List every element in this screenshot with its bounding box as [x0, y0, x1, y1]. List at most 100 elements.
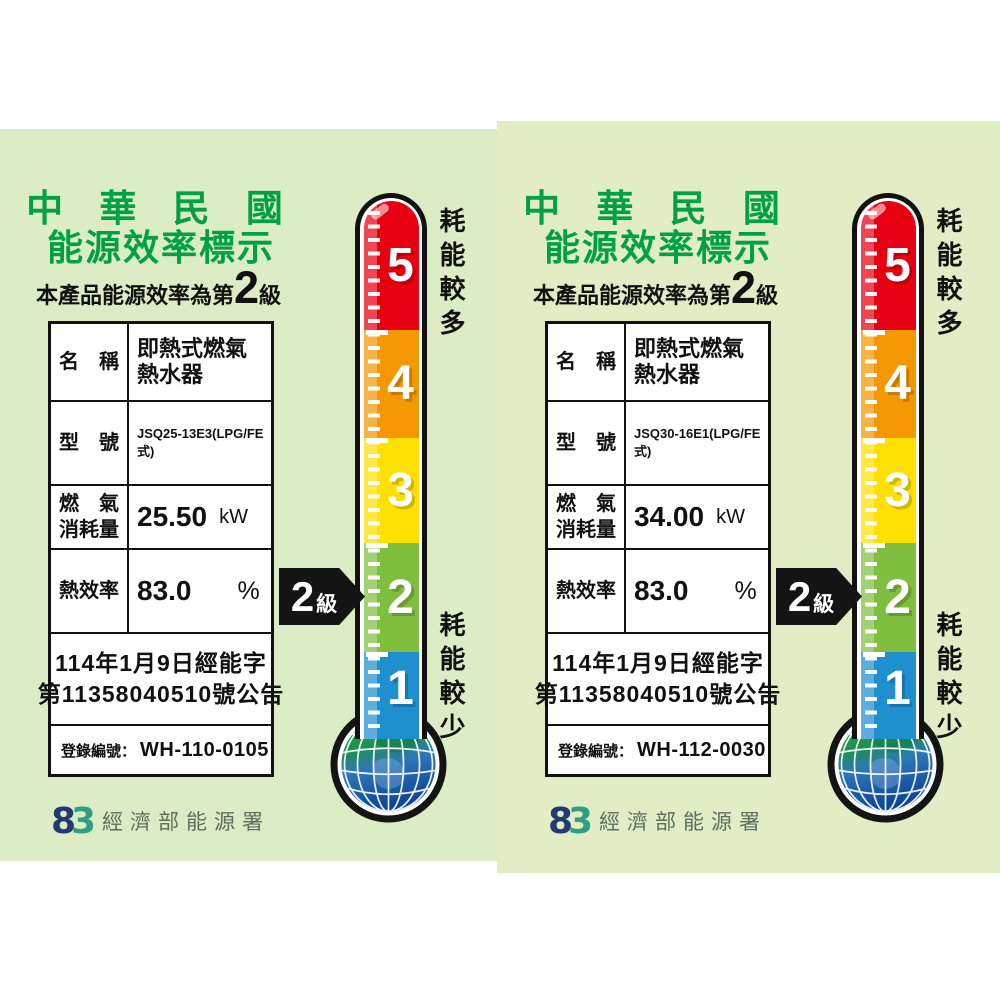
- name-value-line1: 即熱式燃氣: [634, 335, 745, 361]
- efficiency-grade-statement: 本產品能源效率為第2級: [533, 265, 778, 310]
- name-value-line2: 熱水器: [634, 362, 701, 387]
- level-5-number: 5: [387, 238, 414, 292]
- arrow-grade-suffix: 級: [813, 592, 835, 616]
- registration: 登錄編號： WH-112-0030: [548, 726, 768, 774]
- arrow-grade-suffix: 級: [316, 592, 338, 616]
- table-row-gas-consumption: 燃 氣消耗量 25.50 kW: [51, 484, 271, 548]
- efficiency-value: 83.0%: [626, 550, 768, 632]
- table-row-announcement: 114年1月9日經能字 第11358040510號公告: [535, 632, 780, 724]
- announcement-text: 114年1月9日經能字 第11358040510號公告: [38, 634, 283, 724]
- level-4-number: 4: [387, 357, 414, 410]
- gas-unit: kW: [219, 505, 248, 528]
- table-row-efficiency: 熱效率 83.0%: [548, 548, 768, 632]
- registration-number: WH-110-0105: [140, 738, 269, 761]
- gas-label-line1: 燃 氣: [59, 493, 119, 515]
- tube-tick-marks: [865, 211, 877, 737]
- svg-text:8: 8: [548, 801, 573, 842]
- table-row-name: 名 稱 即熱式燃氣 熱水器: [51, 324, 271, 400]
- efficiency-unit: %: [237, 576, 260, 605]
- model-label: 型 號: [548, 402, 626, 484]
- registration-label: 登錄編號：: [558, 742, 634, 760]
- high-consumption-label: 耗能較多: [933, 207, 963, 343]
- name-label: 名 稱: [548, 324, 626, 400]
- gas-label-line1: 燃 氣: [556, 493, 616, 515]
- table-row-gas-consumption: 燃 氣消耗量 34.00 kW: [548, 484, 768, 548]
- thermometer-tube: 5 4 3 2 1: [852, 193, 924, 739]
- energy-label-left: 中 華 民 國 能源效率標示 本產品能源效率為第2級 名 稱 即熱式燃氣 熱水器 …: [0, 125, 500, 870]
- spec-table: 名 稱 即熱式燃氣 熱水器 型 號 JSQ25-13E3(LPG/FE式) 燃 氣…: [38, 321, 283, 777]
- svg-text:3: 3: [568, 801, 593, 842]
- announcement-line2: 第11358040510號公告: [37, 681, 285, 707]
- grade-statement-suffix: 級: [259, 283, 282, 308]
- grade-number: 2: [234, 262, 260, 313]
- arrow-grade-number: 2: [787, 572, 812, 620]
- name-value: 即熱式燃氣 熱水器: [626, 324, 768, 400]
- svg-text:3: 3: [71, 801, 96, 842]
- efficiency-unit: %: [734, 576, 757, 605]
- energy-administration-logo: 8 3: [51, 801, 96, 842]
- energy-label-right: 中 華 民 國 能源效率標示 本產品能源效率為第2級 名 稱 即熱式燃氣 熱水器 …: [497, 125, 997, 870]
- grade-statement-suffix: 級: [756, 283, 779, 308]
- level-2-number: 2: [884, 570, 911, 624]
- grade-number: 2: [731, 262, 757, 313]
- country-title: 中 華 民 國: [523, 188, 793, 229]
- efficiency-number: 83.0: [634, 575, 689, 606]
- low-consumption-label: 耗能較少: [933, 611, 963, 747]
- energy-administration-logo: 8 3: [548, 801, 593, 842]
- gas-label-line2: 消耗量: [59, 519, 119, 541]
- arrow-grade-number: 2: [290, 572, 315, 620]
- level-1-number: 1: [387, 661, 414, 715]
- label-title: 能源效率標示: [543, 227, 772, 268]
- low-consumption-label: 耗能較少: [436, 611, 466, 747]
- efficiency-label: 熱效率: [51, 550, 129, 632]
- announcement-line1: 114年1月9日經能字: [552, 649, 764, 676]
- gas-value: 25.50: [137, 501, 208, 532]
- grade-statement-prefix: 本產品能源效率為第: [36, 283, 235, 308]
- thermometer-tube: 5 4 3 2 1: [355, 193, 427, 739]
- table-row-announcement: 114年1月9日經能字 第11358040510號公告: [38, 632, 283, 724]
- gas-consumption-label: 燃 氣消耗量: [548, 486, 626, 548]
- table-row-registration: 登錄編號： WH-110-0105: [51, 724, 271, 774]
- table-row-model: 型 號 JSQ30-16E1(LPG/FE式): [548, 400, 768, 484]
- table-row-registration: 登錄編號： WH-112-0030: [548, 724, 768, 774]
- agency-name: 經濟部能源署: [102, 811, 270, 834]
- thermometer-scale: 5 4 3 2 1: [364, 201, 419, 739]
- model-value: JSQ25-13E3(LPG/FE式): [137, 426, 264, 459]
- gas-consumption-label: 燃 氣消耗量: [51, 486, 129, 548]
- gas-unit: kW: [716, 505, 745, 528]
- model-value: JSQ30-16E1(LPG/FE式): [634, 426, 761, 459]
- name-value: 即熱式燃氣 熱水器: [129, 324, 271, 400]
- label-title: 能源效率標示: [46, 227, 275, 268]
- model-label: 型 號: [51, 402, 129, 484]
- level-3-number: 3: [387, 463, 414, 517]
- registration: 登錄編號： WH-110-0105: [51, 726, 271, 774]
- efficiency-label: 熱效率: [548, 550, 626, 632]
- high-consumption-label: 耗能較多: [436, 207, 466, 343]
- svg-text:8: 8: [51, 801, 76, 842]
- grade-statement-prefix: 本產品能源效率為第: [533, 283, 732, 308]
- spec-table: 名 稱 即熱式燃氣 熱水器 型 號 JSQ30-16E1(LPG/FE式) 燃 氣…: [535, 321, 780, 777]
- agency-name: 經濟部能源署: [599, 811, 767, 834]
- name-label: 名 稱: [51, 324, 129, 400]
- gas-consumption-value: 34.00 kW: [626, 486, 768, 548]
- level-5-number: 5: [884, 238, 911, 292]
- name-value-line2: 熱水器: [137, 362, 204, 387]
- gas-label-line2: 消耗量: [556, 519, 616, 541]
- gas-consumption-value: 25.50 kW: [129, 486, 271, 548]
- table-row-name: 名 稱 即熱式燃氣 熱水器: [548, 324, 768, 400]
- efficiency-value: 83.0%: [129, 550, 271, 632]
- registration-number: WH-112-0030: [637, 738, 766, 761]
- announcement-line1: 114年1月9日經能字: [55, 649, 267, 676]
- table-row-efficiency: 熱效率 83.0%: [51, 548, 271, 632]
- announcement-line2: 第11358040510號公告: [534, 681, 782, 707]
- level-3-number: 3: [884, 463, 911, 517]
- tube-tick-marks: [368, 211, 380, 737]
- table-row-model: 型 號 JSQ25-13E3(LPG/FE式): [51, 400, 271, 484]
- name-value-line1: 即熱式燃氣: [137, 335, 248, 361]
- level-1-number: 1: [884, 661, 911, 715]
- announcement-text: 114年1月9日經能字 第11358040510號公告: [535, 634, 780, 724]
- thermometer-scale: 5 4 3 2 1: [861, 201, 916, 739]
